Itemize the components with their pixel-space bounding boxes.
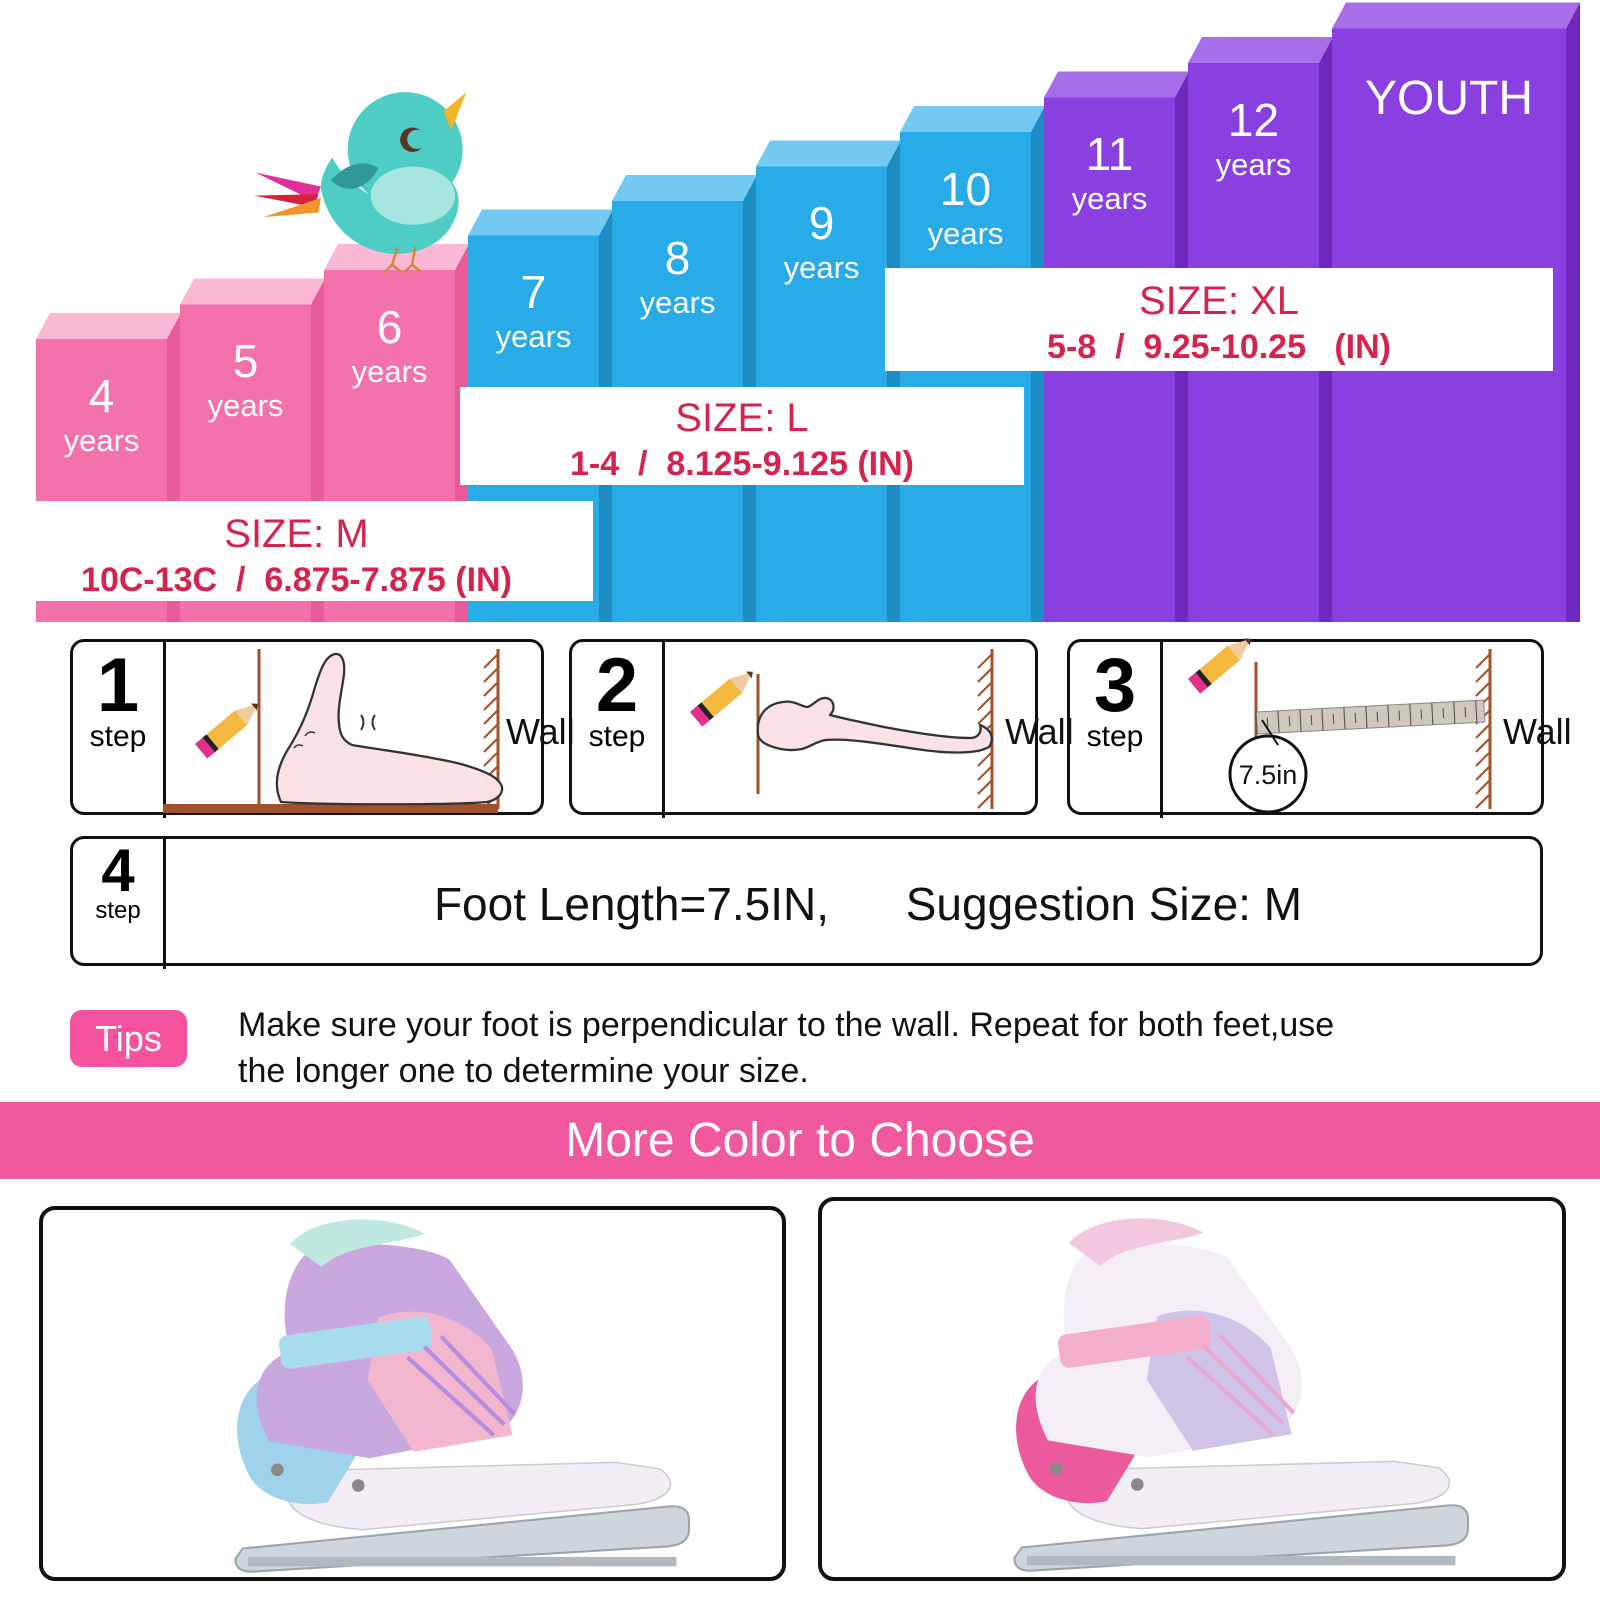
svg-text:Wall: Wall bbox=[506, 711, 575, 752]
svg-text:7.5in: 7.5in bbox=[1239, 760, 1298, 790]
svg-text:Wall: Wall bbox=[1005, 711, 1074, 752]
svg-text:Wall: Wall bbox=[1503, 711, 1572, 752]
